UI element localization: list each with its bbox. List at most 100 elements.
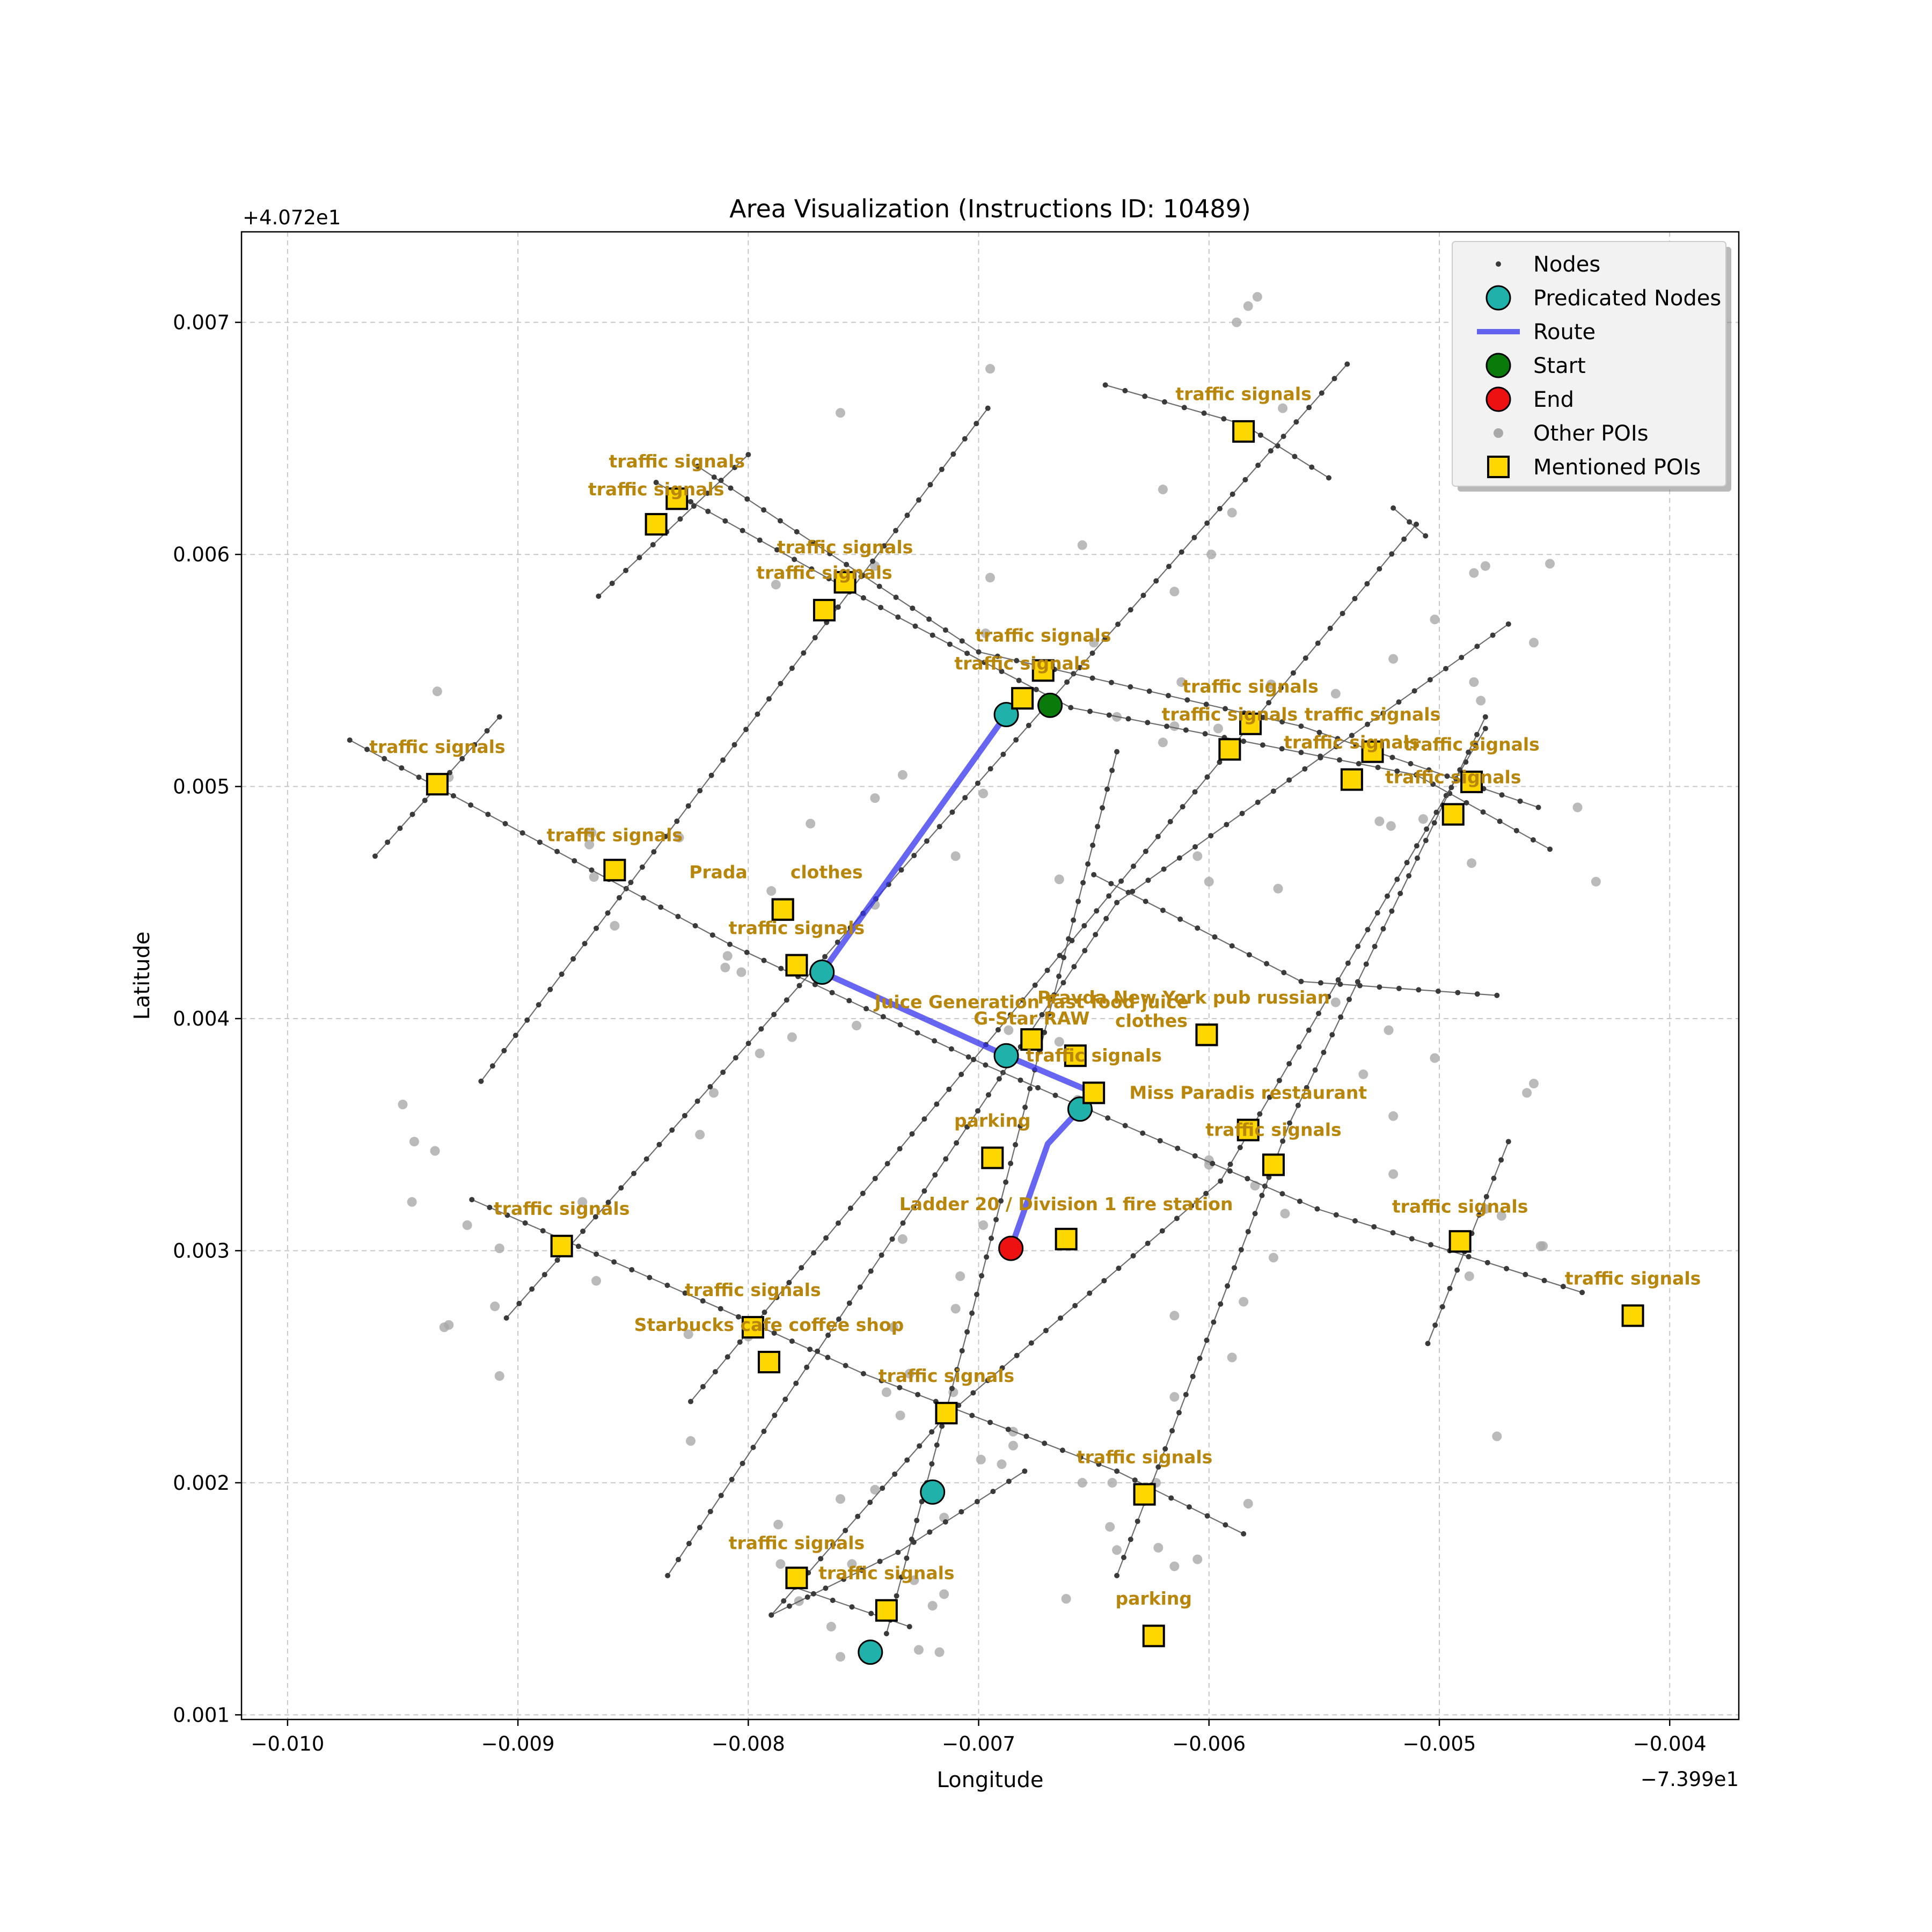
street-node [859,1567,865,1573]
mentioned-poi-label: traffic signals [588,479,724,500]
street-node [849,1604,855,1610]
street-node [880,1485,885,1491]
street-node [1022,1104,1028,1110]
other-poi-marker [1330,689,1341,699]
street-node [1180,804,1185,810]
street-node [1266,700,1272,706]
street-node [416,774,422,780]
street-node [1380,926,1386,932]
street-node [594,925,599,931]
street-node [658,904,664,910]
mentioned-poi-label: traffic signals [954,653,1090,674]
street-node [947,641,953,647]
street-node [1267,1094,1272,1100]
street-node [909,1536,914,1542]
street-node [985,405,991,411]
street-node [758,1026,764,1032]
street-node [1298,750,1304,756]
mentioned-poi-label: traffic signals [1077,1446,1212,1467]
street-node [879,1378,884,1384]
street-node [897,1146,903,1152]
x-tick-label: −0.006 [1172,1732,1246,1755]
street-node [1223,706,1228,712]
street-node [1372,943,1378,949]
mentioned-poi-label: traffic signals [1284,731,1419,752]
street-node [1014,1352,1020,1358]
street-node [1426,767,1432,773]
street-node [705,508,711,514]
street-node [472,742,478,748]
street-node [999,669,1005,675]
mentioned-poi-label: traffic signals [1305,704,1440,724]
other-pois [398,292,1601,1662]
street-node [674,818,680,824]
street-node [750,1445,756,1451]
street-node [1432,1322,1438,1328]
street-node [985,1092,991,1098]
street-node [943,1156,949,1162]
street-node [1108,881,1114,887]
street-node [965,1054,971,1060]
mentioned-poi-label: traffic signals [1026,1045,1161,1066]
street-node [743,727,749,733]
other-poi-marker [494,1371,504,1381]
street-node [1140,592,1146,598]
mentioned-poi-marker [603,859,626,882]
street-node [1427,677,1433,683]
street-node [1192,1153,1198,1159]
other-poi-marker [686,1436,696,1446]
street-node [697,788,703,794]
street-node [847,1205,853,1211]
street-node [1279,746,1285,752]
street-node [984,1254,990,1260]
street-node [1027,1086,1033,1092]
street-node [1290,670,1296,676]
street-node [1229,943,1235,949]
street-node [826,576,832,582]
other-poi-marker [683,1329,693,1340]
street-node [1208,833,1214,839]
street-node [1227,1161,1233,1167]
street-node [1051,992,1057,998]
street-node [503,1315,509,1321]
other-poi-marker [720,962,730,972]
street-node [801,650,807,656]
street-node [1281,970,1287,976]
street-node [1106,712,1112,718]
street-node [1082,948,1088,954]
street-node [897,1385,903,1391]
mentioned-poi-label: traffic signals [609,451,745,472]
legend-items: Nodes Predicated Nodes Route Start End Other … [1477,252,1721,480]
other-poi-marker [904,1368,914,1379]
other-poi-marker [1467,858,1477,868]
street-node [1072,1302,1078,1308]
street-node [1484,1260,1490,1265]
other-poi-marker [462,1220,472,1230]
street-node [1414,772,1419,778]
mentioned-poi-marker [1020,1028,1043,1051]
street-node [989,1235,994,1241]
street-node [1414,843,1419,849]
street-node [904,513,910,518]
mentioned-poi-label: clothes [1115,1010,1188,1031]
street-node [1157,1138,1163,1144]
street-node [1259,1192,1265,1198]
street-node [1006,1479,1012,1484]
street-node [628,880,634,885]
street-node [1474,991,1480,997]
mentioned-poi-marker [875,1599,898,1622]
street-node [1155,833,1161,839]
street-node [656,1141,662,1147]
street-node [1439,1304,1445,1310]
y-tick-label: 0.007 [173,311,230,334]
other-poi-marker [897,770,908,780]
other-poi-marker [610,921,620,931]
street-node [547,986,553,992]
street-node [1204,774,1210,780]
other-poi-marker [1204,876,1214,887]
mentioned-poi-label: Juice Generation fast food juice [873,992,1189,1013]
street-node [1094,908,1100,914]
other-poi-marker [766,886,777,896]
street-node [1279,719,1285,724]
street-node [1241,738,1247,744]
